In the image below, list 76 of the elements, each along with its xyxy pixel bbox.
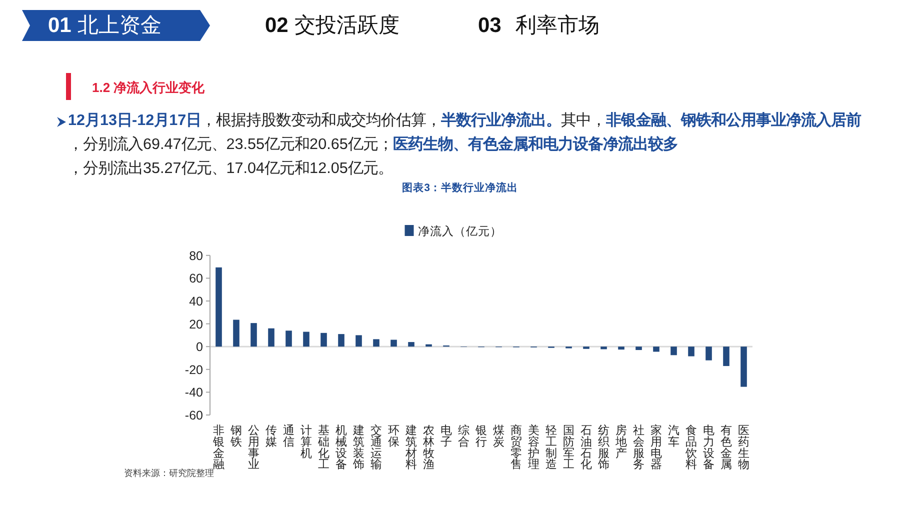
x-tick-label: 非银金融 [212, 424, 225, 472]
x-tick-label: 纺织服饰 [596, 423, 610, 472]
x-tick-label: 计算机 [300, 424, 312, 460]
bar [653, 346, 660, 352]
x-tick-label: 钢铁 [229, 424, 242, 448]
bar [636, 346, 642, 350]
text: ，根据持股数变动和成交均价估算， [201, 111, 442, 131]
y-tick-label: -60 [184, 408, 204, 422]
text: 03 利率市场 [478, 14, 600, 37]
text: 半数行业净流出。 [441, 110, 562, 131]
x-tick-label: 有色金属 [720, 424, 732, 472]
chart-subtitle: 1.2 净流入行业变化 [92, 79, 205, 97]
x-tick-label: 传媒 [265, 424, 278, 448]
x-tick-label: 建筑材料 [404, 424, 418, 472]
x-tick-label: 房地产 [614, 423, 628, 460]
y-tick-label: 40 [189, 294, 204, 308]
bar [320, 332, 327, 347]
bar [723, 346, 730, 366]
bar [216, 267, 222, 347]
x-tick-label: 机械设备 [335, 424, 348, 472]
y-tick-label: 0 [196, 340, 204, 354]
text: 非银金融、钢铁和公用事业净流入居前 [606, 110, 862, 131]
x-tick-label: 综合 [458, 423, 470, 448]
x-tick-label: 汽车 [668, 424, 680, 448]
text: 01 北上资金 [48, 14, 162, 37]
x-tick-label: 电力设备 [702, 424, 715, 472]
y-tick-label: 80 [189, 248, 204, 263]
x-tick-label: 交通运输 [370, 423, 382, 472]
text: 02 交投活跃度 [265, 14, 400, 37]
x-tick-label: 电子 [440, 424, 452, 448]
x-tick-label: 商贸零售 [510, 423, 522, 472]
legend-label: 净流入（亿元） [418, 224, 502, 238]
x-tick-label: 银行 [474, 424, 488, 448]
text: 其中， [561, 111, 606, 131]
bar [670, 346, 677, 356]
y-tick-label: -20 [184, 362, 204, 377]
text: 12月13日-12月17日 [68, 111, 202, 131]
x-tick-label: 通信 [282, 424, 295, 448]
bar [600, 346, 607, 350]
bar [233, 320, 240, 347]
bar [268, 328, 274, 347]
bar [706, 346, 712, 360]
y-tick-label: 20 [189, 317, 204, 332]
bar [286, 330, 292, 347]
bar [356, 335, 362, 347]
x-tick-label: 轻工制造 [545, 424, 558, 472]
bar [688, 346, 694, 356]
x-tick-label: 公用事业 [248, 424, 260, 472]
bar [373, 339, 380, 347]
y-tick-label: -40 [184, 386, 204, 400]
bar [303, 332, 310, 347]
x-tick-label: 煤炭 [492, 424, 505, 448]
text: ，分别流入69.47亿元、23.55亿元和20.65亿元； [68, 135, 393, 155]
bar [250, 323, 257, 347]
x-tick-label: 医药生物 [738, 424, 750, 472]
bar [618, 346, 624, 350]
bar [740, 346, 747, 387]
y-tick-label: 60 [189, 272, 204, 286]
x-tick-label: 环保 [388, 424, 400, 448]
x-tick-label: 国防军工 [562, 424, 575, 472]
x-tick-label: 食品饮料 [684, 424, 698, 472]
bar [408, 342, 414, 347]
x-tick-label: 基础化工 [316, 424, 330, 472]
chart-title: 图表3：半数行业净流出 [401, 181, 519, 195]
x-tick-label: 社会服务 [632, 424, 645, 472]
x-tick-label: 石油石化 [580, 424, 592, 472]
text: 资料来源：研究院整理 [124, 468, 214, 480]
x-tick-label: 家用电器 [650, 423, 662, 472]
bar [338, 334, 344, 347]
x-tick-label: 美容护理 [526, 423, 540, 472]
text: ，分别流出35.27亿元、17.04亿元和12.05亿元。 [68, 159, 393, 179]
x-tick-label: 农林牧渔 [422, 424, 435, 472]
text: 医药生物、有色金属和电力设备净流出较多 [392, 134, 678, 155]
bar [426, 344, 432, 347]
x-tick-label: 建筑装饰 [352, 424, 365, 472]
bar [390, 340, 397, 347]
